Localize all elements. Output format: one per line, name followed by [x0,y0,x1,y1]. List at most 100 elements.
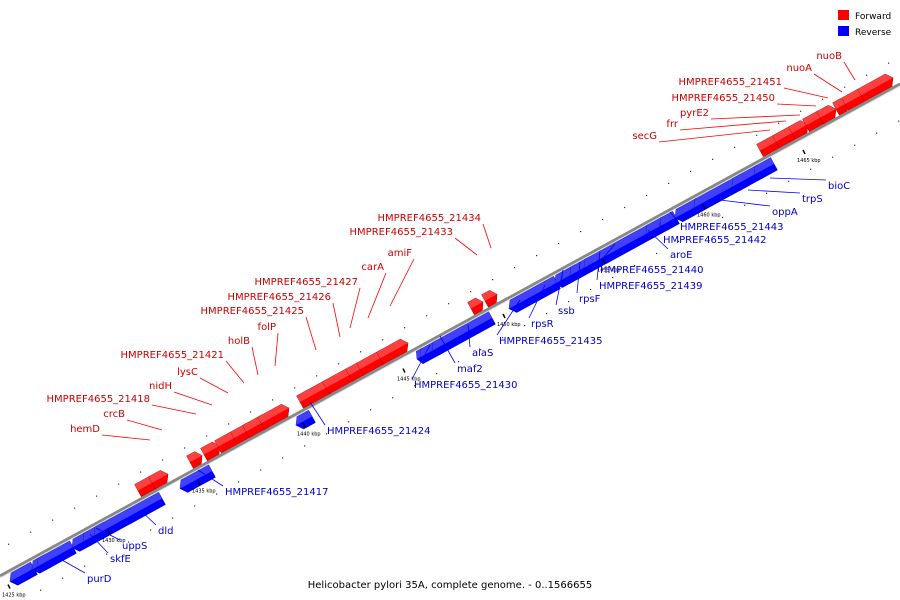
leader-line [305,316,317,351]
leader-line [309,401,326,426]
reverse-gene-label-ssb[interactable]: ssb [555,269,575,317]
gene-highlight [841,89,865,105]
reverse-gene-label-hmpref4655-21440[interactable]: HMPREF4655_21440 [597,243,703,276]
minor-dot [458,361,460,363]
leader-line [776,103,817,107]
forward-gene-label-hmpref4655-21426[interactable]: HMPREF4655_21426 [228,292,341,338]
reverse-gene-block[interactable] [34,540,77,573]
minor-dot [678,240,680,243]
leader-line [454,237,478,256]
reverse-gene-label-hmpref4655-21435[interactable]: HMPREF4655_21435 [496,299,602,347]
gene-name: trpS [802,194,823,205]
gene-highlight [37,540,73,567]
reverse-gene-label-trps[interactable]: trpS [747,189,823,205]
minor-dot [612,276,614,279]
forward-gene-block[interactable] [816,103,840,125]
reverse-gene-label-hmpref4655-21417[interactable]: HMPREF4655_21417 [197,469,328,498]
forward-gene-label-cara[interactable]: carA [361,262,387,319]
forward-gene-label-frr[interactable]: frr [666,119,787,131]
gene-highlight [584,250,604,268]
minor-dot [756,134,758,136]
forward-gene-label-hemd[interactable]: hemD [70,424,151,441]
forward-gene-label-pyre2[interactable]: pyrE2 [680,108,801,120]
reverse-gene-label-hmpref4655-21430[interactable]: HMPREF4655_21430 [411,344,517,391]
minor-dot [316,375,318,377]
reverse-gene-label-rpsf[interactable]: rpsF [576,261,601,305]
forward-gene-label-lysc[interactable]: lysC [177,367,229,394]
reverse-gene-label-bioc[interactable]: bioC [769,177,850,192]
minor-dot [272,399,274,401]
forward-gene-label-hmpref4655-21421[interactable]: HMPREF4655_21421 [121,350,245,384]
forward-gene-block[interactable] [857,72,897,102]
reverse-gene-label-hmpref4655-21439[interactable]: HMPREF4655_21439 [596,251,702,292]
minor-dot [656,252,658,255]
reverse-gene-label-maf2[interactable]: maf2 [439,335,483,375]
reverse-gene-block[interactable] [751,157,778,181]
forward-gene-label-hmpref4655-21418[interactable]: HMPREF4655_21418 [47,394,197,415]
reverse-gene-label-oppa[interactable]: oppA [719,199,798,218]
forward-gene-label-crcb[interactable]: crcB [103,409,163,431]
leader-line [332,302,341,338]
forward-gene-block[interactable] [200,440,224,461]
minor-dot [888,62,890,64]
forward-gene-block[interactable] [148,468,172,490]
forward-gene-label-hmpref4655-21450[interactable]: HMPREF4655_21450 [672,93,817,107]
reverse-gene-label-hmpref4655-21424[interactable]: HMPREF4655_21424 [309,401,430,437]
reverse-gene-label-aroe[interactable]: aroE [647,229,692,261]
reverse-gene-label-purd[interactable]: purD [61,559,112,585]
forward-gene-label-holb[interactable]: holB [228,336,259,376]
leader-line [126,419,163,431]
minor-tick-dots [8,62,900,591]
minor-dot [162,459,164,461]
backbone [0,82,900,579]
forward-gene-label-folp[interactable]: folP [258,322,279,367]
reverse-gene-label-dld[interactable]: dld [139,509,173,537]
leader-line [647,229,669,250]
forward-gene-label-nidh[interactable]: nidH [149,381,213,406]
legend: Forward Reverse [838,10,892,38]
scale-tick-label: 1425 kbp [2,593,26,599]
gene-name: HMPREF4655_21435 [499,336,602,347]
forward-gene-label-nuoa[interactable]: nuoA [786,63,843,93]
gene-arrow [659,210,680,231]
minor-dot [326,433,328,435]
minor-dot [348,421,350,423]
reverse-gene-label-alas[interactable]: alaS [467,324,493,359]
forward-gene-label-hmpref4655-21425[interactable]: HMPREF4655_21425 [201,306,317,351]
gene-arrow [179,464,216,493]
minor-dot [722,216,724,218]
reverse-gene-block[interactable] [657,210,680,232]
forward-gene-label-hmpref4655-21451[interactable]: HMPREF4655_21451 [679,77,829,99]
minor-dot [712,158,714,160]
minor-dot [96,495,98,497]
forward-gene-block[interactable] [467,296,487,316]
reverse-gene-label-hmpref4655-21442[interactable]: HMPREF4655_21442 [659,221,766,246]
forward-gene-block[interactable] [481,288,501,308]
reverse-gene-label-upps[interactable]: uppS [95,527,147,552]
reverse-gene-label-rpsr[interactable]: rpsR [528,284,554,330]
forward-gene-block[interactable] [257,402,293,430]
forward-gene-label-secg[interactable]: secG [632,129,771,143]
reverse-gene-block[interactable] [177,464,216,495]
reverse-gene-block[interactable] [429,311,496,357]
forward-gene-label-hmpref4655-21434[interactable]: HMPREF4655_21434 [378,213,492,249]
leader-line [719,199,771,207]
forward-gene-label-nuob[interactable]: nuoB [816,51,856,81]
forward-gene-label-hmpref4655-21433[interactable]: HMPREF4655_21433 [350,227,478,256]
leader-line [659,221,662,235]
gene-arrow [816,104,837,125]
reverse-gene-label-hmpref4655-21443[interactable]: HMPREF4655_21443 [669,211,783,233]
scale-tick-label: 1440 kbp [297,431,321,437]
forward-gene-label-hmpref4655-21427[interactable]: HMPREF4655_21427 [255,277,361,329]
reverse-gene-block[interactable] [293,409,316,431]
leader-line [813,73,843,93]
minor-dot [766,192,768,194]
gene-name: lysC [177,367,198,378]
reverse-gene-label-skfe[interactable]: skfE [89,533,131,565]
forward-gene-block[interactable] [186,449,206,469]
minor-dot [524,325,526,327]
reverse-gene-block[interactable] [7,561,38,587]
forward-gene-label-amif[interactable]: amiF [388,248,415,307]
reverse-gene-block[interactable] [91,491,166,541]
forward-gene-block[interactable] [376,337,412,365]
